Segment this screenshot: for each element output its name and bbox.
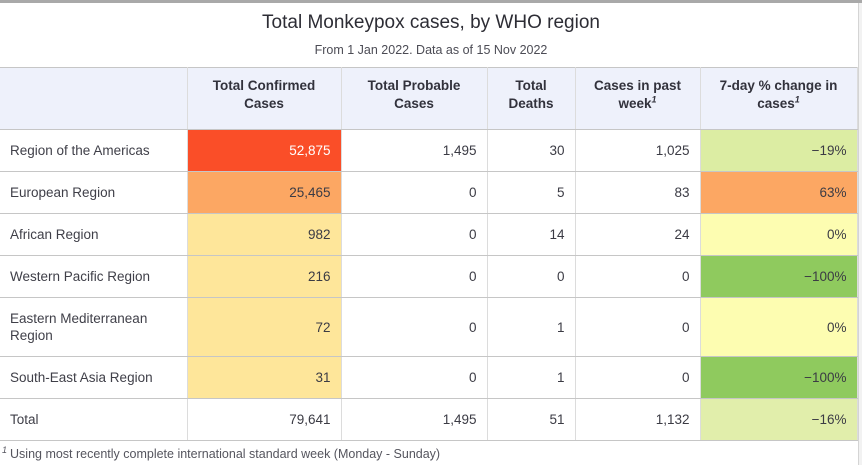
page-subtitle: From 1 Jan 2022. Data as of 15 Nov 2022 [314,43,548,57]
deaths-column-header: Total Deaths [486,67,576,130]
footnote-mark: 1 [651,94,657,105]
probable-cases-cell: 0 [340,255,488,298]
table-row: Western Pacific Region 216 0 0 0 −100% [0,255,858,298]
past-week-cell: 83 [574,171,701,214]
region-name-cell: Total [0,398,188,441]
confirmed-cases-cell: 25,465 [186,171,342,214]
column-header-label: Total Deaths [508,78,554,111]
table-row: Eastern Mediterranean Region 72 0 1 0 0% [0,297,858,357]
past-week-cell: 1,025 [574,129,701,172]
top-divider-bar [0,0,862,3]
confirmed-cases-cell: 72 [186,297,342,357]
confirmed-cases-cell: 31 [186,356,342,399]
pct-change-column-header: 7-day % change in cases1 [699,67,858,130]
pct-change-cell: 63% [699,171,858,214]
past-week-cell: 0 [574,356,701,399]
pct-change-cell: 0% [699,213,858,256]
table-row: Region of the Americas 52,875 1,495 30 1,025… [0,129,858,172]
table-header: Total Confirmed Cases Total Probable Cas… [0,67,858,130]
past-week-cell: 24 [574,213,701,256]
table-body: Region of the Americas 52,875 1,495 30 1,025… [0,129,858,441]
confirmed-cases-cell: 982 [186,213,342,256]
region-name-cell: African Region [0,213,188,256]
deaths-cell: 1 [486,297,576,357]
probable-cases-cell: 0 [340,213,488,256]
page-title: Total Monkeypox cases, by WHO region [262,12,600,33]
confirmed-cases-cell: 79,641 [186,398,342,441]
confirmed-cases-cell: 216 [186,255,342,298]
table-row: African Region 982 0 14 24 0% [0,213,858,256]
header-row: Total Confirmed Cases Total Probable Cas… [0,67,858,130]
column-header-label: Cases in past week [593,78,682,111]
past-week-cell: 0 [574,297,701,357]
pct-change-cell: −100% [699,356,858,399]
column-header-label: Total Confirmed Cases [212,78,316,111]
column-header-label: Total Probable Cases [367,78,461,111]
past-week-cell: 1,132 [574,398,701,441]
probable-cases-cell: 1,495 [340,129,488,172]
region-name-cell: Region of the Americas [0,129,188,172]
table-row: European Region 25,465 0 5 83 63% [0,171,858,214]
probable-cases-cell: 0 [340,171,488,214]
probable-cases-cell: 0 [340,297,488,357]
cases-table: Total Confirmed Cases Total Probable Cas… [0,67,858,441]
region-column-header [0,67,188,130]
pct-change-cell: −19% [699,129,858,172]
past-week-cell: 0 [574,255,701,298]
region-name-cell: South-East Asia Region [0,356,188,399]
pct-change-cell: 0% [699,297,858,357]
confirmed-cases-cell: 52,875 [186,129,342,172]
region-name-cell: European Region [0,171,188,214]
deaths-cell: 5 [486,171,576,214]
footnote-mark: 1 [794,94,800,105]
deaths-cell: 1 [486,356,576,399]
pct-change-cell: −100% [699,255,858,298]
region-name-cell: Western Pacific Region [0,255,188,298]
footnote-mark: 1 [2,445,8,455]
probable-column-header: Total Probable Cases [340,67,488,130]
probable-cases-cell: 0 [340,356,488,399]
probable-cases-cell: 1,495 [340,398,488,441]
region-name-cell: Eastern Mediterranean Region [0,297,188,357]
deaths-cell: 14 [486,213,576,256]
confirmed-column-header: Total Confirmed Cases [186,67,342,130]
table-row: South-East Asia Region 31 0 1 0 −100% [0,356,858,399]
footnote: 1 Using most recently complete internatio… [0,445,862,461]
column-header-label: 7-day % change in cases [719,78,838,111]
footnote-text: Using most recently complete internation… [10,447,441,462]
right-scrollbar-track[interactable] [858,3,862,465]
pct-change-cell: −16% [699,398,858,441]
deaths-cell: 30 [486,129,576,172]
past-week-column-header: Cases in past week1 [574,67,701,130]
deaths-cell: 0 [486,255,576,298]
deaths-cell: 51 [486,398,576,441]
total-row: Total 79,641 1,495 51 1,132 −16% [0,398,858,441]
